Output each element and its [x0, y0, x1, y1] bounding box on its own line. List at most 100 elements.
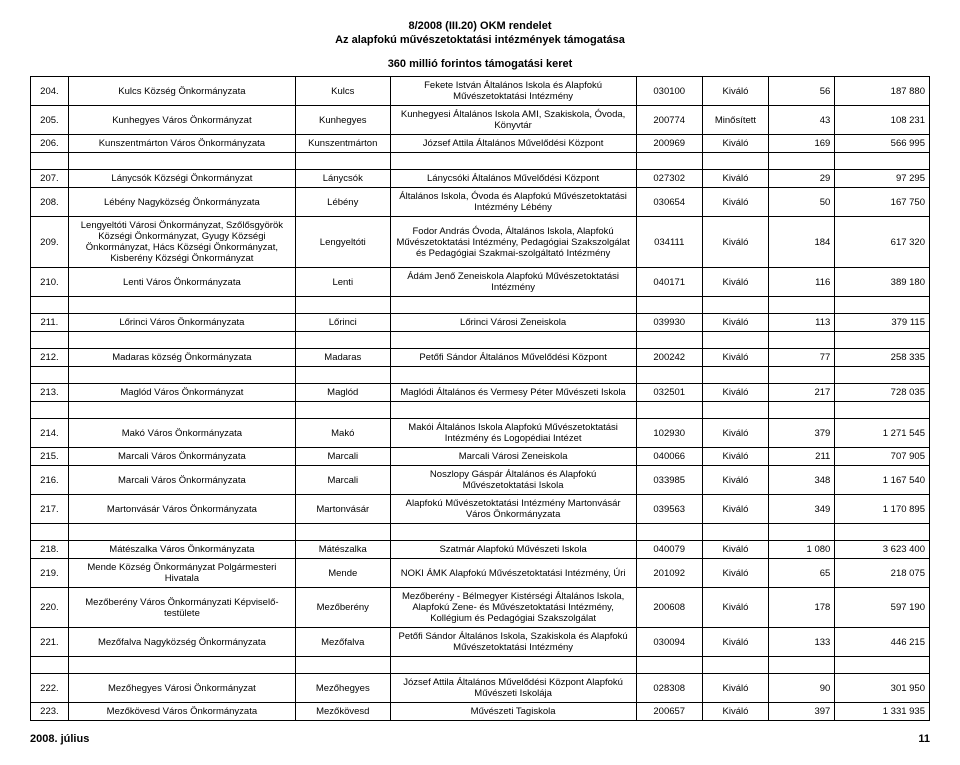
table-row: 208.Lébény Nagyközség ÖnkormányzataLébén…: [31, 188, 930, 217]
table-cell: 040079: [636, 541, 702, 559]
table-cell: 028308: [636, 674, 702, 703]
table-cell: 349: [769, 495, 835, 524]
table-cell: 223.: [31, 703, 69, 721]
footer-page: 11: [918, 733, 930, 745]
table-cell: 220.: [31, 588, 69, 628]
table-cell: Kiváló: [702, 170, 768, 188]
table-cell: 77: [769, 349, 835, 367]
table-cell: 039930: [636, 314, 702, 332]
table-cell: 208.: [31, 188, 69, 217]
table-cell: Kiváló: [702, 628, 768, 657]
table-cell: 1 080: [769, 541, 835, 559]
table-cell: Kiváló: [702, 77, 768, 106]
table-cell: Marcali Város Önkormányzata: [68, 448, 295, 466]
table-row: 219.Mende Község Önkormányzat Polgármest…: [31, 559, 930, 588]
table-cell: Kunszentmárton Város Önkormányzata: [68, 135, 295, 153]
table-cell: Marcali: [295, 466, 390, 495]
table-cell: 218 075: [835, 559, 930, 588]
table-cell: 209.: [31, 217, 69, 268]
table-cell: 169: [769, 135, 835, 153]
table-row: 222.Mezőhegyes Városi ÖnkormányzatMezőhe…: [31, 674, 930, 703]
table-cell: Kiváló: [702, 268, 768, 297]
table-cell: 039563: [636, 495, 702, 524]
table-cell: Mezőberény - Bélmegyer Kistérségi Általá…: [390, 588, 636, 628]
table-cell: Kiváló: [702, 495, 768, 524]
table-cell: Madaras: [295, 349, 390, 367]
spacer-row: [31, 657, 930, 674]
table-cell: Lébény: [295, 188, 390, 217]
table-cell: Kunszentmárton: [295, 135, 390, 153]
table-cell: Kiváló: [702, 541, 768, 559]
table-cell: Kiváló: [702, 419, 768, 448]
table-row: 223.Mezőkövesd Város ÖnkormányzataMezőkö…: [31, 703, 930, 721]
table-cell: Lánycsók: [295, 170, 390, 188]
table-cell: Szatmár Alapfokú Művészeti Iskola: [390, 541, 636, 559]
table-cell: Kiváló: [702, 674, 768, 703]
table-cell: 032501: [636, 384, 702, 402]
table-cell: 210.: [31, 268, 69, 297]
table-cell: Mátészalka Város Önkormányzata: [68, 541, 295, 559]
table-cell: Madaras község Önkormányzata: [68, 349, 295, 367]
table-cell: Martonvásár Város Önkormányzata: [68, 495, 295, 524]
table-cell: 397: [769, 703, 835, 721]
table-cell: 1 170 895: [835, 495, 930, 524]
table-cell: Kiváló: [702, 217, 768, 268]
table-cell: Mezőhegyes Városi Önkormányzat: [68, 674, 295, 703]
spacer-row: [31, 524, 930, 541]
table-cell: Lőrinci: [295, 314, 390, 332]
table-cell: 348: [769, 466, 835, 495]
table-cell: 200242: [636, 349, 702, 367]
table-cell: 040171: [636, 268, 702, 297]
table-cell: Maglódi Általános és Vermesy Péter Művés…: [390, 384, 636, 402]
table-cell: Mátészalka: [295, 541, 390, 559]
table-cell: Kiváló: [702, 448, 768, 466]
table-row: 216.Marcali Város ÖnkormányzataMarcaliNo…: [31, 466, 930, 495]
table-cell: 214.: [31, 419, 69, 448]
table-cell: 597 190: [835, 588, 930, 628]
table-cell: Lőrinci Város Önkormányzata: [68, 314, 295, 332]
table-cell: Petőfi Sándor Általános Iskola, Szakisko…: [390, 628, 636, 657]
table-cell: 211: [769, 448, 835, 466]
table-cell: Kiváló: [702, 314, 768, 332]
table-cell: Marcali Városi Zeneiskola: [390, 448, 636, 466]
table-cell: 617 320: [835, 217, 930, 268]
spacer-row: [31, 367, 930, 384]
table-cell: Kiváló: [702, 349, 768, 367]
table-cell: 97 295: [835, 170, 930, 188]
table-cell: Minősített: [702, 106, 768, 135]
table-cell: Maglód Város Önkormányzat: [68, 384, 295, 402]
table-cell: 3 623 400: [835, 541, 930, 559]
table-cell: Lengyeltóti: [295, 217, 390, 268]
table-cell: 728 035: [835, 384, 930, 402]
table-cell: 030094: [636, 628, 702, 657]
table-cell: Kiváló: [702, 384, 768, 402]
table-cell: 379 115: [835, 314, 930, 332]
table-cell: 133: [769, 628, 835, 657]
table-row: 217.Martonvásár Város ÖnkormányzataMarto…: [31, 495, 930, 524]
table-cell: Mezőfalva: [295, 628, 390, 657]
table-cell: 707 905: [835, 448, 930, 466]
table-cell: Mende Község Önkormányzat Polgármesteri …: [68, 559, 295, 588]
table-cell: Művészeti Tagiskola: [390, 703, 636, 721]
table-cell: Általános Iskola, Óvoda és Alapfokú Művé…: [390, 188, 636, 217]
table-row: 215.Marcali Város ÖnkormányzataMarcaliMa…: [31, 448, 930, 466]
table-cell: Lenti: [295, 268, 390, 297]
table-cell: Kunhegyes Város Önkormányzat: [68, 106, 295, 135]
table-cell: Kiváló: [702, 703, 768, 721]
table-cell: József Attila Általános Művelődési Közpo…: [390, 674, 636, 703]
table-cell: 29: [769, 170, 835, 188]
table-cell: Mezőhegyes: [295, 674, 390, 703]
table-cell: Kunhegyesi Általános Iskola AMI, Szakisk…: [390, 106, 636, 135]
table-cell: Lébény Nagyközség Önkormányzata: [68, 188, 295, 217]
table-cell: Lőrinci Városi Zeneiskola: [390, 314, 636, 332]
table-cell: 301 950: [835, 674, 930, 703]
table-cell: Fekete István Általános Iskola és Alapfo…: [390, 77, 636, 106]
table-cell: 219.: [31, 559, 69, 588]
table-cell: 90: [769, 674, 835, 703]
table-cell: 566 995: [835, 135, 930, 153]
table-cell: 258 335: [835, 349, 930, 367]
table-cell: 201092: [636, 559, 702, 588]
table-cell: 167 750: [835, 188, 930, 217]
table-cell: Kunhegyes: [295, 106, 390, 135]
table-cell: 1 271 545: [835, 419, 930, 448]
